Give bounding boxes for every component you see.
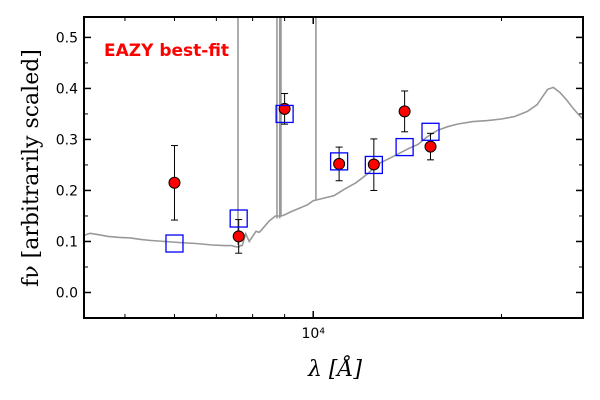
tick-layer: 0.0 0.1 0.2 0.3 0.4 0.5 10⁴: [56, 17, 583, 342]
observed-point: [333, 157, 346, 170]
model-box: [329, 152, 349, 171]
model-layer: [165, 104, 440, 253]
template-spectrum-line: [84, 86, 583, 248]
model-box: [229, 209, 248, 228]
model-box: [165, 234, 184, 253]
model-box: [275, 104, 294, 124]
y-tick-label: 0.2: [56, 183, 78, 199]
y-tick-label: 0.5: [56, 30, 78, 46]
model-box: [421, 122, 440, 141]
annotation-label: EAZY best-fit: [104, 41, 229, 61]
observed-point: [367, 158, 380, 171]
x-tick-label: 10⁴: [302, 326, 326, 342]
y-tick-label: 0.4: [56, 81, 78, 97]
x-axis-label: λ [Å]: [307, 354, 362, 382]
observed-point: [168, 176, 181, 189]
plot-frame: [83, 16, 584, 319]
template-layer: [84, 17, 583, 248]
observed-point: [398, 105, 411, 118]
model-box: [395, 137, 414, 157]
y-tick-label: 0.0: [56, 285, 78, 301]
observed-point: [424, 140, 437, 153]
model-box: [364, 155, 383, 175]
y-axis-label: fν [arbitrarily scaled]: [19, 49, 44, 287]
y-tick-label: 0.1: [56, 234, 78, 250]
observed-point: [232, 230, 245, 243]
y-tick-label: 0.3: [56, 132, 78, 148]
